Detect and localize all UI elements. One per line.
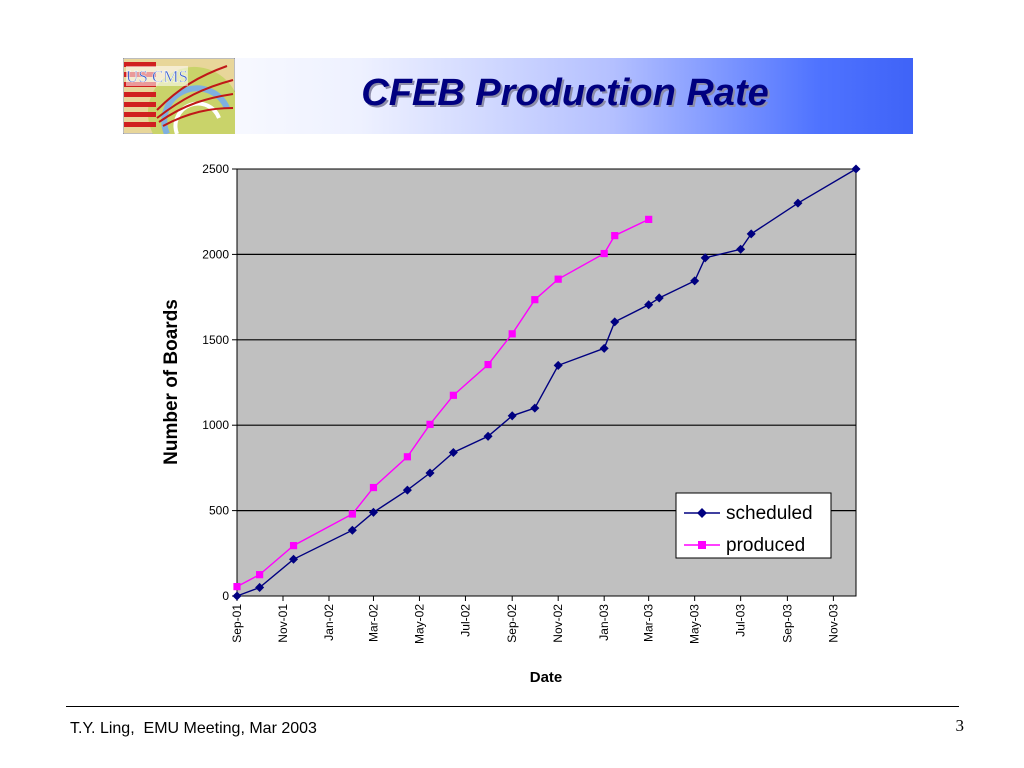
x-tick-label: Nov-01 — [276, 604, 290, 643]
data-point-produced — [600, 249, 608, 258]
legend-label-produced: produced — [726, 535, 805, 556]
uscms-logo: US CMS — [123, 58, 235, 134]
data-point-produced — [348, 510, 356, 518]
data-point-produced — [611, 232, 619, 240]
x-tick-label: Nov-03 — [826, 604, 840, 643]
data-point-produced — [484, 360, 492, 369]
data-point-produced — [403, 453, 411, 461]
data-point-scheduled — [690, 276, 700, 286]
legend: scheduled produced — [675, 492, 832, 559]
x-tick-label: Jan-02 — [322, 604, 336, 641]
slide-title: CFEB Production Rate — [361, 72, 769, 114]
x-tick-label: Mar-02 — [366, 604, 380, 642]
x-tick-label: Jul-03 — [734, 604, 748, 637]
data-point-produced — [449, 391, 457, 399]
series-line-scheduled — [236, 168, 857, 597]
x-tick-label: Jan-03 — [597, 604, 611, 641]
y-tick-label: 1000 — [202, 418, 229, 432]
logo-wordmark: US CMS — [126, 67, 188, 86]
x-tick-label: Sep-03 — [780, 604, 794, 643]
legend-label-scheduled: scheduled — [726, 503, 813, 524]
data-point-produced — [256, 571, 264, 579]
x-tick-label: May-02 — [412, 604, 426, 644]
y-axis-label: Number of Boards — [161, 299, 182, 465]
footer-text: T.Y. Ling, EMU Meeting, Mar 2003 — [70, 720, 317, 737]
data-point-scheduled — [599, 343, 609, 353]
x-tick-label: Nov-02 — [551, 604, 565, 643]
legend-marker-produced — [698, 541, 706, 549]
x-tick-label: Sep-01 — [230, 604, 244, 643]
footer-divider — [66, 706, 959, 707]
data-point-produced — [554, 275, 562, 283]
y-tick-label: 2000 — [202, 247, 229, 261]
x-tick-label: Sep-02 — [505, 604, 519, 643]
legend-marker-scheduled — [697, 508, 707, 518]
data-point-produced — [645, 215, 653, 223]
data-point-produced — [369, 483, 378, 492]
page-number: 3 — [955, 716, 965, 735]
data-point-produced — [508, 330, 516, 338]
plot-border — [236, 168, 857, 597]
x-tick-label: Mar-03 — [642, 604, 656, 642]
x-tick-label: May-03 — [688, 604, 702, 644]
data-point-produced — [289, 542, 298, 550]
x-axis-label: Date — [530, 669, 563, 686]
data-point-produced — [531, 296, 539, 304]
title-banner — [123, 58, 913, 134]
y-tick-label: 2500 — [202, 162, 229, 176]
data-point-scheduled — [289, 554, 299, 564]
data-point-scheduled — [530, 403, 540, 413]
data-point-produced — [233, 583, 241, 591]
y-tick-label: 0 — [222, 589, 229, 603]
production-rate-chart: 0 500 1000 1500 2000 2500 Sep-01 Nov-01 Jan-02 Ma… — [161, 162, 861, 686]
x-tick-label: Jul-02 — [458, 604, 472, 637]
y-tick-label: 500 — [209, 504, 229, 518]
y-tick-label: 1500 — [202, 333, 229, 347]
data-point-produced — [426, 420, 434, 428]
